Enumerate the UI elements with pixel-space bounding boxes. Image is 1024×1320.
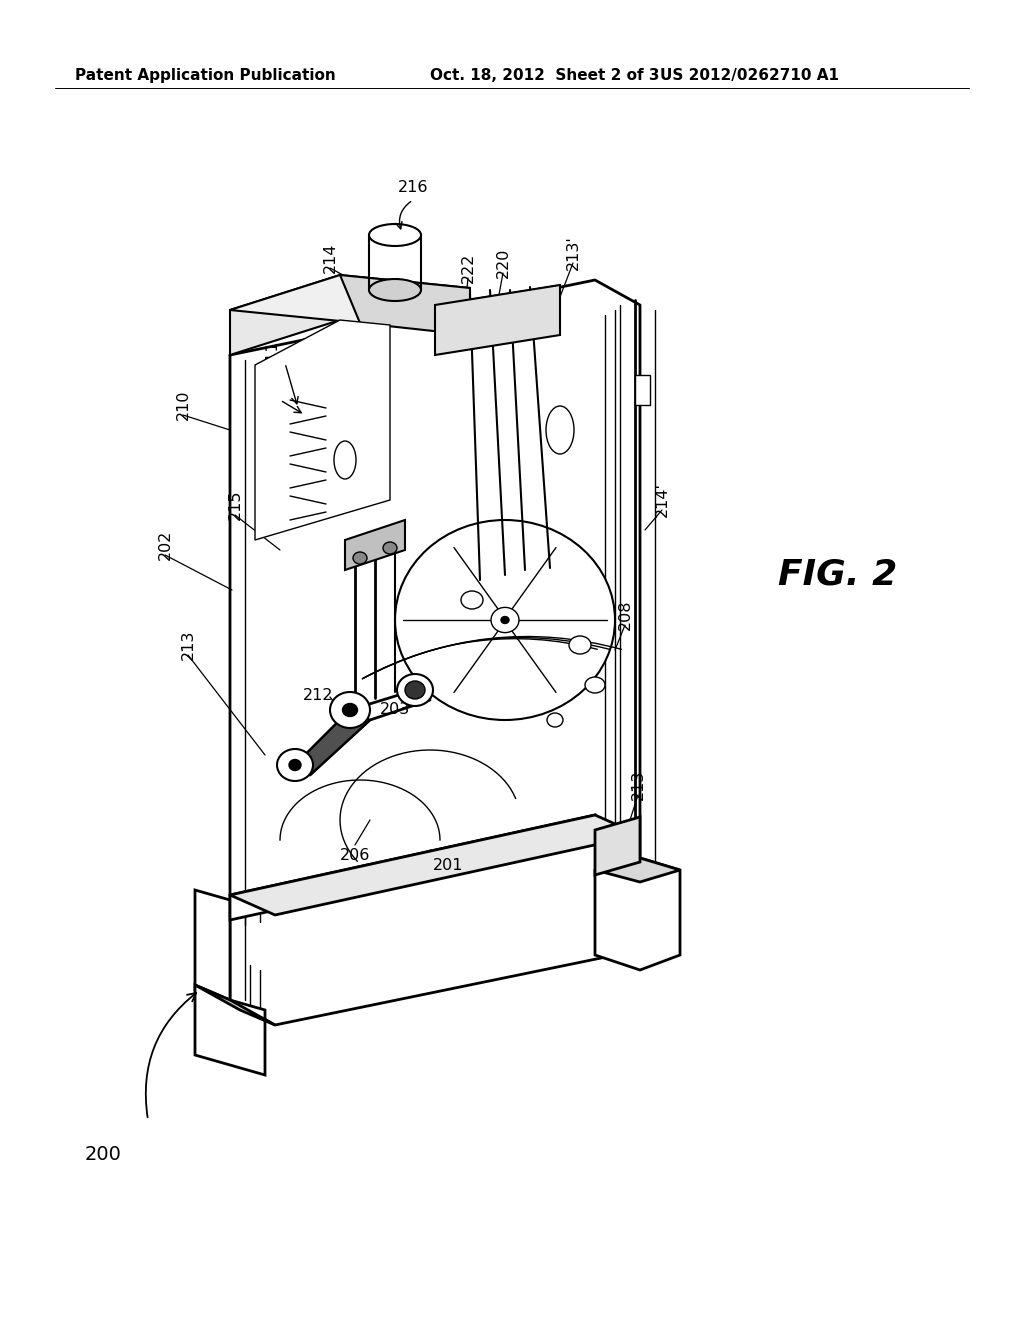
Polygon shape xyxy=(435,285,560,355)
Ellipse shape xyxy=(547,713,563,727)
Text: Oct. 18, 2012  Sheet 2 of 3: Oct. 18, 2012 Sheet 2 of 3 xyxy=(430,69,659,83)
Text: 210: 210 xyxy=(175,389,190,420)
Polygon shape xyxy=(255,319,390,540)
Text: 201: 201 xyxy=(433,858,463,873)
Text: 215: 215 xyxy=(227,490,243,520)
Ellipse shape xyxy=(383,543,397,554)
Polygon shape xyxy=(195,985,275,1026)
Ellipse shape xyxy=(461,591,483,609)
Ellipse shape xyxy=(342,704,357,717)
Polygon shape xyxy=(595,817,640,875)
Ellipse shape xyxy=(490,607,519,632)
Text: 212: 212 xyxy=(303,688,333,702)
Text: US 2012/0262710 A1: US 2012/0262710 A1 xyxy=(660,69,839,83)
Text: FIG. 2: FIG. 2 xyxy=(778,557,897,591)
Ellipse shape xyxy=(501,616,509,623)
Polygon shape xyxy=(230,275,470,323)
Text: 220: 220 xyxy=(496,248,511,279)
Text: Patent Application Publication: Patent Application Publication xyxy=(75,69,336,83)
Polygon shape xyxy=(195,985,265,1074)
Ellipse shape xyxy=(406,681,425,700)
Polygon shape xyxy=(295,710,370,775)
Ellipse shape xyxy=(585,677,605,693)
Text: 211: 211 xyxy=(264,339,280,371)
Text: 213': 213' xyxy=(565,236,581,271)
Polygon shape xyxy=(595,858,680,882)
Ellipse shape xyxy=(353,552,367,564)
Polygon shape xyxy=(195,890,230,1001)
Text: o: o xyxy=(469,597,475,606)
Ellipse shape xyxy=(278,748,313,781)
Text: 216: 216 xyxy=(397,180,428,194)
Polygon shape xyxy=(230,814,595,920)
Text: 213: 213 xyxy=(180,630,196,660)
Polygon shape xyxy=(635,375,650,405)
Text: 213: 213 xyxy=(631,770,645,800)
Text: 203: 203 xyxy=(380,702,411,718)
Text: 222: 222 xyxy=(461,253,475,284)
Ellipse shape xyxy=(369,279,421,301)
Ellipse shape xyxy=(569,636,591,653)
Text: 214: 214 xyxy=(323,243,338,273)
Polygon shape xyxy=(345,520,406,570)
Ellipse shape xyxy=(330,692,370,729)
Ellipse shape xyxy=(334,441,356,479)
Polygon shape xyxy=(230,275,340,355)
Ellipse shape xyxy=(395,520,615,719)
Ellipse shape xyxy=(369,224,421,246)
Text: 202: 202 xyxy=(158,529,172,560)
Text: 208: 208 xyxy=(617,599,633,630)
Text: 214': 214' xyxy=(654,483,670,517)
Ellipse shape xyxy=(397,675,433,706)
Polygon shape xyxy=(340,275,470,335)
Ellipse shape xyxy=(289,759,301,771)
Text: 206: 206 xyxy=(340,847,371,862)
Text: 200: 200 xyxy=(85,1146,122,1164)
Polygon shape xyxy=(595,858,680,970)
Polygon shape xyxy=(230,814,640,915)
Ellipse shape xyxy=(546,407,574,454)
